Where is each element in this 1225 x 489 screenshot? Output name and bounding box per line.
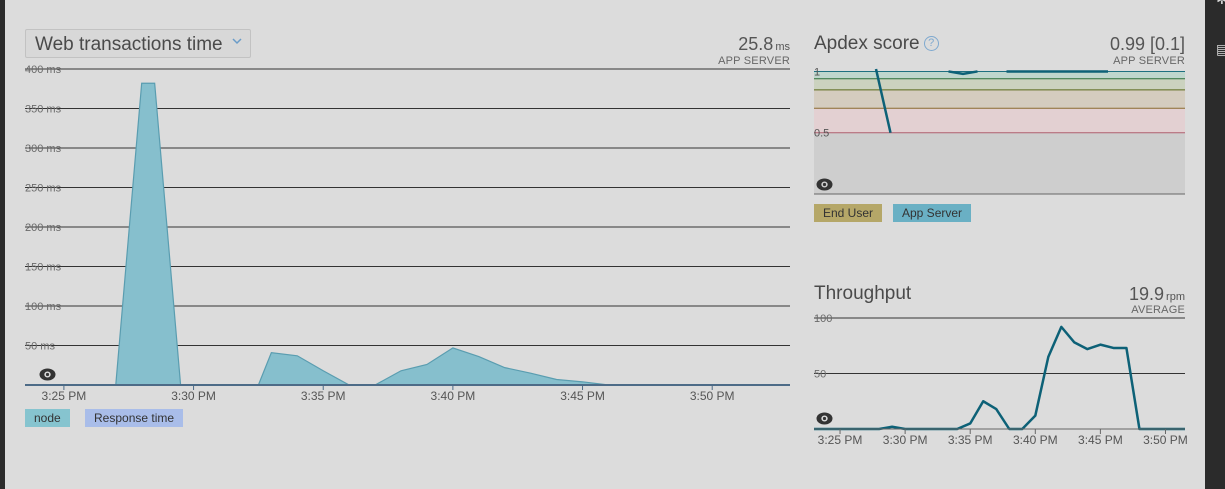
web-transactions-unit: ms — [775, 41, 790, 53]
x-tick-label: 3:35 PM — [301, 389, 346, 403]
x-tick-label: 3:40 PM — [1013, 433, 1058, 447]
series-line-app-server — [874, 68, 1108, 134]
apdex-chart: 10.5 — [814, 66, 1185, 195]
apdex-summary-value: 0.99 [0.1] — [1109, 34, 1185, 54]
x-tick-label: 3:35 PM — [948, 433, 993, 447]
x-tick-label: 3:40 PM — [431, 389, 476, 403]
chart-selector-dropdown[interactable]: Web transactions time — [25, 29, 251, 58]
y-tick-label: 100 ms — [25, 301, 62, 313]
throughput-chart: 100 50 3:25 PM 3:30 PM 3:35 PM 3:40 PM 3:45 PM… — [814, 313, 1188, 447]
apdex-band — [814, 108, 1185, 133]
apdex-summary-label: APP SERVER — [1113, 55, 1185, 67]
y-tick-label: 0.5 — [814, 128, 829, 140]
y-tick-label: 50 — [814, 369, 826, 381]
x-tick-label: 3:45 PM — [1078, 433, 1123, 447]
x-tick-label: 3:25 PM — [42, 389, 87, 403]
throughput-summary: 19.9 rpm — [1129, 284, 1185, 305]
eye-icon[interactable] — [816, 178, 833, 191]
legend-response-time[interactable]: Response time — [85, 409, 184, 427]
y-tick-label: 300 ms — [25, 143, 62, 155]
y-tick-label: 50 ms — [25, 341, 55, 353]
help-circle-icon[interactable]: ? — [923, 36, 939, 51]
y-tick-label: 1 — [814, 66, 820, 78]
apdex-band — [814, 89, 1185, 109]
y-tick-label: 100 — [814, 313, 832, 325]
throughput-summary-label: AVERAGE — [1131, 304, 1185, 316]
web-transactions-value: 25.8 — [738, 34, 774, 54]
x-tick-label: 3:50 PM — [1143, 433, 1188, 447]
document-icon[interactable]: ▤ — [1216, 41, 1225, 57]
y-tick-label: 250 ms — [25, 183, 62, 195]
apdex-title: Apdex score? — [814, 33, 939, 55]
x-tick-label: 3:25 PM — [818, 433, 863, 447]
y-tick-label: 150 ms — [25, 262, 62, 274]
y-tick-label: 200 ms — [25, 222, 62, 234]
chart-selector-label: Web transactions time — [35, 34, 223, 55]
x-tick-label: 3:30 PM — [171, 389, 216, 403]
gear-icon[interactable]: ✲ — [1216, 0, 1225, 6]
legend-end-user[interactable]: End User — [814, 204, 883, 222]
chevron-down-icon — [231, 35, 243, 50]
throughput-unit: rpm — [1166, 291, 1185, 303]
legend-node[interactable]: node — [25, 409, 70, 427]
apdex-band — [814, 71, 1185, 79]
web-transactions-summary-label: APP SERVER — [718, 55, 790, 67]
y-tick-label: 400 ms — [25, 64, 62, 76]
eye-icon[interactable] — [816, 412, 833, 425]
series-line-throughput — [814, 325, 1185, 431]
apdex-band — [814, 132, 1185, 194]
eye-icon[interactable] — [39, 368, 56, 381]
web-transactions-chart: 400 ms 350 ms 300 ms 250 ms 200 ms 150 ms 100 … — [25, 64, 790, 403]
y-tick-label: 350 ms — [25, 104, 62, 116]
apdex-band — [814, 78, 1185, 90]
throughput-title: Throughput — [814, 283, 912, 304]
x-tick-label: 3:45 PM — [560, 389, 605, 403]
legend-app-server[interactable]: App Server — [893, 204, 972, 222]
side-toolbar: ✲ ▤ — [1205, 0, 1225, 489]
apdex-title-text: Apdex score — [814, 33, 920, 54]
web-transactions-summary: 25.8 ms — [738, 34, 790, 55]
x-tick-label: 3:50 PM — [690, 389, 735, 403]
x-tick-label: 3:30 PM — [883, 433, 928, 447]
throughput-value: 19.9 — [1129, 284, 1165, 304]
